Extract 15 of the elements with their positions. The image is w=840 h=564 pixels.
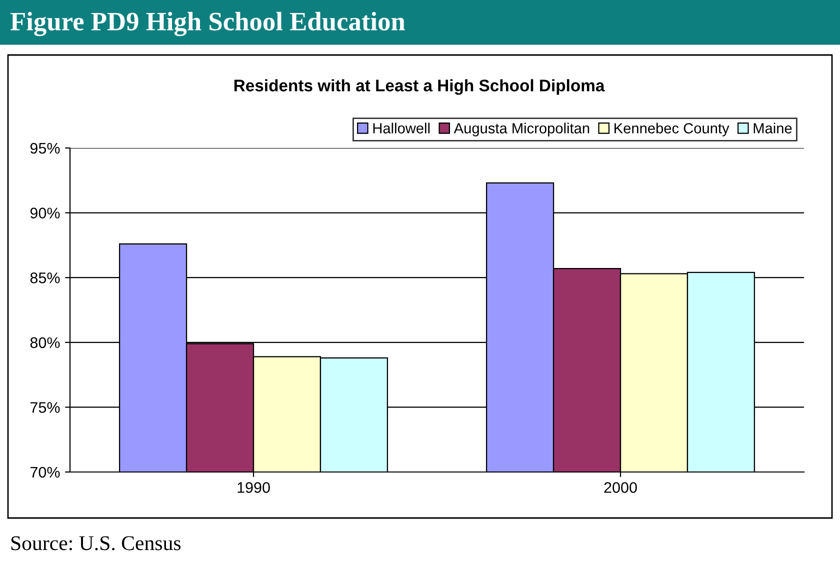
legend-label: Augusta Micropolitan [454, 122, 590, 136]
source-note: Source: U.S. Census [11, 536, 181, 550]
legend-label: Hallowell [373, 122, 430, 134]
legend-label: Maine [754, 122, 792, 134]
y-tick-label: 80% [30, 337, 60, 348]
y-tick-label: 90% [30, 208, 60, 218]
x-tick-label: 1990 [238, 482, 270, 493]
legend-label: Kennebec County [614, 122, 730, 136]
y-tick-label: 70% [30, 466, 60, 478]
x-tick-label: 2000 [604, 482, 637, 493]
chart-subtitle: Residents with at Least a High School Diploma [234, 79, 605, 95]
y-tick-label: 95% [30, 142, 60, 154]
y-tick-label: 85% [30, 272, 60, 284]
chart-title: Figure PD9 High School Education [10, 12, 406, 36]
y-tick-label: 75% [30, 402, 60, 413]
